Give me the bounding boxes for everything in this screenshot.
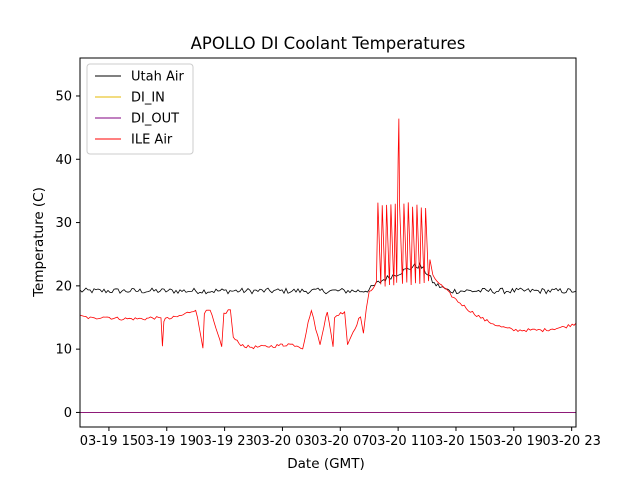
legend-label: DI_IN xyxy=(131,91,165,106)
legend-entries: Utah Air DI_IN DI_OUT ILE Air xyxy=(95,70,184,148)
series-line-utah-air xyxy=(80,262,576,295)
x-tick-label: 03-20 15 xyxy=(427,434,485,449)
legend-label: Utah Air xyxy=(131,70,184,85)
x-tick-label: 03-20 11 xyxy=(369,434,427,449)
x-tick-label: 03-20 23 xyxy=(542,434,600,449)
y-tick-label: 20 xyxy=(55,279,72,294)
y-tick-label: 10 xyxy=(55,343,72,358)
y-axis-ticks: 0 10 20 30 40 50 xyxy=(55,89,80,421)
x-tick-label: 03-19 19 xyxy=(138,434,196,449)
x-tick-label: 03-20 07 xyxy=(311,434,369,449)
y-tick-label: 40 xyxy=(55,153,72,168)
chart-title: APOLLO DI Coolant Temperatures xyxy=(191,34,466,53)
y-tick-label: 50 xyxy=(55,89,72,104)
x-axis-label: Date (GMT) xyxy=(287,456,364,472)
y-tick-label: 30 xyxy=(55,216,72,231)
x-tick-label: 03-19 23 xyxy=(195,434,253,449)
x-tick-label: 03-20 19 xyxy=(485,434,543,449)
plot-frame xyxy=(79,57,577,428)
legend: Utah Air DI_IN DI_OUT ILE Air xyxy=(86,63,194,155)
series-line-ile-air xyxy=(80,118,576,350)
x-tick-label: 03-20 03 xyxy=(253,434,311,449)
legend-label: ILE Air xyxy=(131,133,173,148)
series-layer xyxy=(80,118,576,413)
x-axis-ticks: 03-19 15 03-19 19 03-19 23 03-20 03 03-20 07… xyxy=(80,427,601,449)
legend-label: DI_OUT xyxy=(131,112,179,127)
legend-box xyxy=(86,63,194,155)
y-tick-label: 0 xyxy=(64,406,72,421)
y-axis-label: Temperature (C) xyxy=(31,187,47,298)
x-tick-label: 03-19 15 xyxy=(80,434,138,449)
